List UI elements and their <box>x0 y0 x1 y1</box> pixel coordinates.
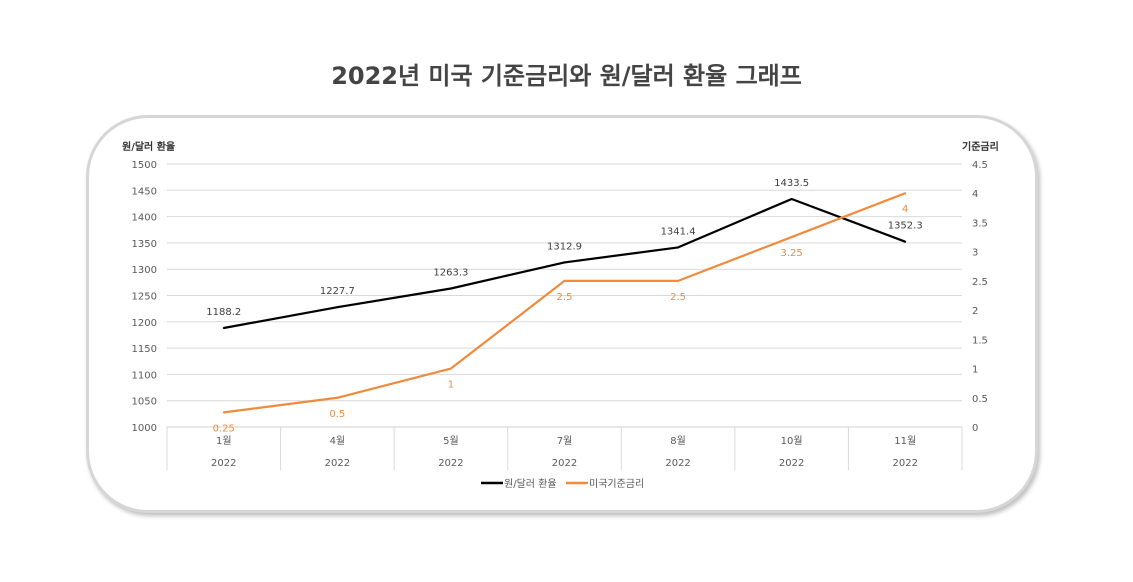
data-point <box>222 411 225 414</box>
data-label: 1312.9 <box>547 241 582 252</box>
data-point <box>677 246 680 249</box>
left-tick-label: 1150 <box>132 344 157 355</box>
series-line-exchange-rate <box>223 197 906 330</box>
chart-title: 2022년 미국 기준금리와 원/달러 환율 그래프 <box>331 62 802 90</box>
left-tick-label: 1200 <box>132 318 157 329</box>
data-label: 0.5 <box>329 409 345 420</box>
right-tick-label: 4.5 <box>972 160 988 171</box>
data-label: 1227.7 <box>320 286 355 297</box>
category-year-label: 2022 <box>211 458 236 469</box>
data-label: 2.5 <box>670 292 686 303</box>
left-tick-label: 1500 <box>132 160 157 171</box>
left-tick-label: 1300 <box>132 265 157 276</box>
data-point <box>904 192 907 195</box>
data-label: 2.5 <box>557 292 573 303</box>
data-label: 0.25 <box>213 423 235 434</box>
category-month-label: 11월 <box>894 435 916 447</box>
data-label: 1433.5 <box>774 178 809 189</box>
data-point <box>790 236 793 239</box>
data-point <box>563 261 566 264</box>
category-year-label: 2022 <box>325 458 350 469</box>
data-point <box>904 240 907 243</box>
category-month-label: 7월 <box>557 435 573 447</box>
data-point <box>449 287 452 290</box>
data-label: 1 <box>448 380 454 391</box>
right-axis-title: 기준금리 <box>962 140 999 153</box>
category-year-label: 2022 <box>892 458 917 469</box>
left-tick-label: 1450 <box>132 186 157 197</box>
data-point <box>790 197 793 200</box>
category-month-label: 4월 <box>330 435 346 447</box>
right-tick-label: 1 <box>972 365 978 376</box>
data-label: 3.25 <box>781 248 803 259</box>
data-label: 1341.4 <box>661 226 696 237</box>
left-tick-label: 1250 <box>132 292 157 303</box>
legend-label: 원/달러 환율 <box>504 478 557 490</box>
legend-label: 미국기준금리 <box>589 478 644 490</box>
right-tick-label: 0 <box>972 423 978 434</box>
right-tick-label: 2.5 <box>972 277 988 288</box>
left-axis-title: 원/달러 환율 <box>122 140 175 153</box>
data-label: 1188.2 <box>206 307 241 318</box>
left-tick-label: 1050 <box>132 397 157 408</box>
category-year-label: 2022 <box>438 458 463 469</box>
category-month-label: 10월 <box>781 435 803 447</box>
data-point <box>563 279 566 282</box>
category-month-label: 8월 <box>670 435 686 447</box>
right-tick-label: 3 <box>972 248 978 259</box>
category-month-label: 1월 <box>216 435 232 447</box>
right-tick-label: 4 <box>972 189 978 200</box>
left-tick-label: 1000 <box>132 423 157 434</box>
category-year-label: 2022 <box>552 458 577 469</box>
category-year-label: 2022 <box>665 458 690 469</box>
left-tick-label: 1100 <box>132 370 157 381</box>
category-year-label: 2022 <box>779 458 804 469</box>
data-point <box>677 279 680 282</box>
data-point <box>449 367 452 370</box>
right-tick-label: 1.5 <box>972 335 988 346</box>
data-point <box>222 327 225 330</box>
right-tick-label: 3.5 <box>972 218 988 229</box>
right-tick-label: 0.5 <box>972 394 988 405</box>
data-label: 1263.3 <box>433 268 468 279</box>
left-tick-label: 1350 <box>132 239 157 250</box>
right-tick-label: 2 <box>972 306 978 317</box>
left-tick-label: 1400 <box>132 213 157 224</box>
data-label: 4 <box>902 204 908 215</box>
data-point <box>336 396 339 399</box>
data-point <box>336 306 339 309</box>
data-label: 1352.3 <box>888 221 923 232</box>
chart-frame <box>86 115 1038 513</box>
category-month-label: 5월 <box>443 435 459 447</box>
